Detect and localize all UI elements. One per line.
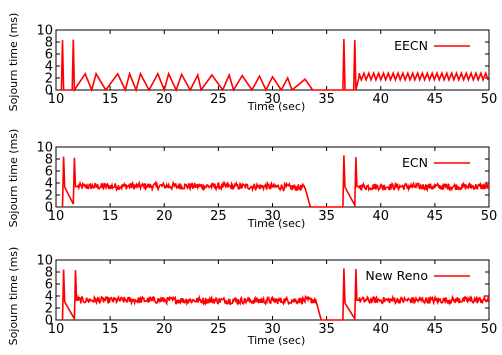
x-axis-label: Time (sec)	[247, 334, 306, 347]
y-tick-label: 8	[45, 153, 53, 168]
y-tick-label: 10	[36, 24, 53, 39]
y-tick-label: 6	[45, 165, 53, 180]
x-tick-label: 50	[481, 92, 498, 107]
y-tick-label: 10	[36, 141, 53, 156]
series-line	[61, 268, 490, 322]
y-tick-label: 10	[36, 254, 53, 269]
x-tick-label: 40	[372, 209, 389, 224]
x-tick-label: 25	[210, 92, 227, 107]
x-tick-label: 10	[48, 322, 65, 337]
x-tick-label: 20	[156, 322, 173, 337]
y-axis-label: Sojourn time (ms)	[7, 129, 20, 228]
x-tick-label: 20	[156, 92, 173, 107]
x-tick-label: 50	[481, 209, 498, 224]
y-tick-label: 0	[45, 201, 53, 216]
x-tick-label: 15	[102, 92, 119, 107]
y-axis-label: Sojourn time (ms)	[7, 247, 20, 346]
x-tick-label: 15	[102, 209, 119, 224]
y-tick-label: 4	[45, 290, 53, 305]
x-axis-label: Time (sec)	[247, 100, 306, 113]
y-tick-label: 8	[45, 266, 53, 281]
y-tick-label: 0	[45, 314, 53, 329]
x-axis-label: Time (sec)	[247, 217, 306, 230]
y-tick-label: 2	[45, 189, 53, 204]
x-tick-label: 50	[481, 322, 498, 337]
y-tick-label: 2	[45, 302, 53, 317]
x-tick-label: 45	[427, 322, 444, 337]
y-axis-label: Sojourn time (ms)	[7, 13, 20, 112]
x-tick-label: 30	[264, 322, 281, 337]
x-tick-label: 45	[427, 209, 444, 224]
legend-label: EECN	[394, 38, 428, 53]
x-tick-label: 35	[318, 322, 335, 337]
x-tick-label: 10	[48, 209, 65, 224]
x-tick-label: 35	[318, 92, 335, 107]
x-tick-label: 45	[427, 92, 444, 107]
legend-label: ECN	[402, 155, 428, 170]
series-line	[61, 155, 490, 209]
x-tick-label: 35	[318, 209, 335, 224]
series-line	[60, 38, 489, 93]
x-tick-label: 15	[102, 322, 119, 337]
y-tick-label: 6	[45, 48, 53, 63]
x-tick-label: 40	[372, 92, 389, 107]
legend-label: New Reno	[365, 268, 428, 283]
x-tick-label: 30	[264, 92, 281, 107]
y-tick-label: 4	[45, 60, 53, 75]
x-tick-label: 40	[372, 322, 389, 337]
y-tick-label: 8	[45, 36, 53, 51]
x-tick-label: 20	[156, 209, 173, 224]
x-tick-label: 25	[210, 209, 227, 224]
y-tick-label: 2	[45, 72, 53, 87]
y-tick-label: 4	[45, 177, 53, 192]
y-tick-label: 0	[45, 84, 53, 99]
x-tick-label: 30	[264, 209, 281, 224]
x-tick-label: 10	[48, 92, 65, 107]
x-tick-label: 25	[210, 322, 227, 337]
y-tick-label: 6	[45, 278, 53, 293]
